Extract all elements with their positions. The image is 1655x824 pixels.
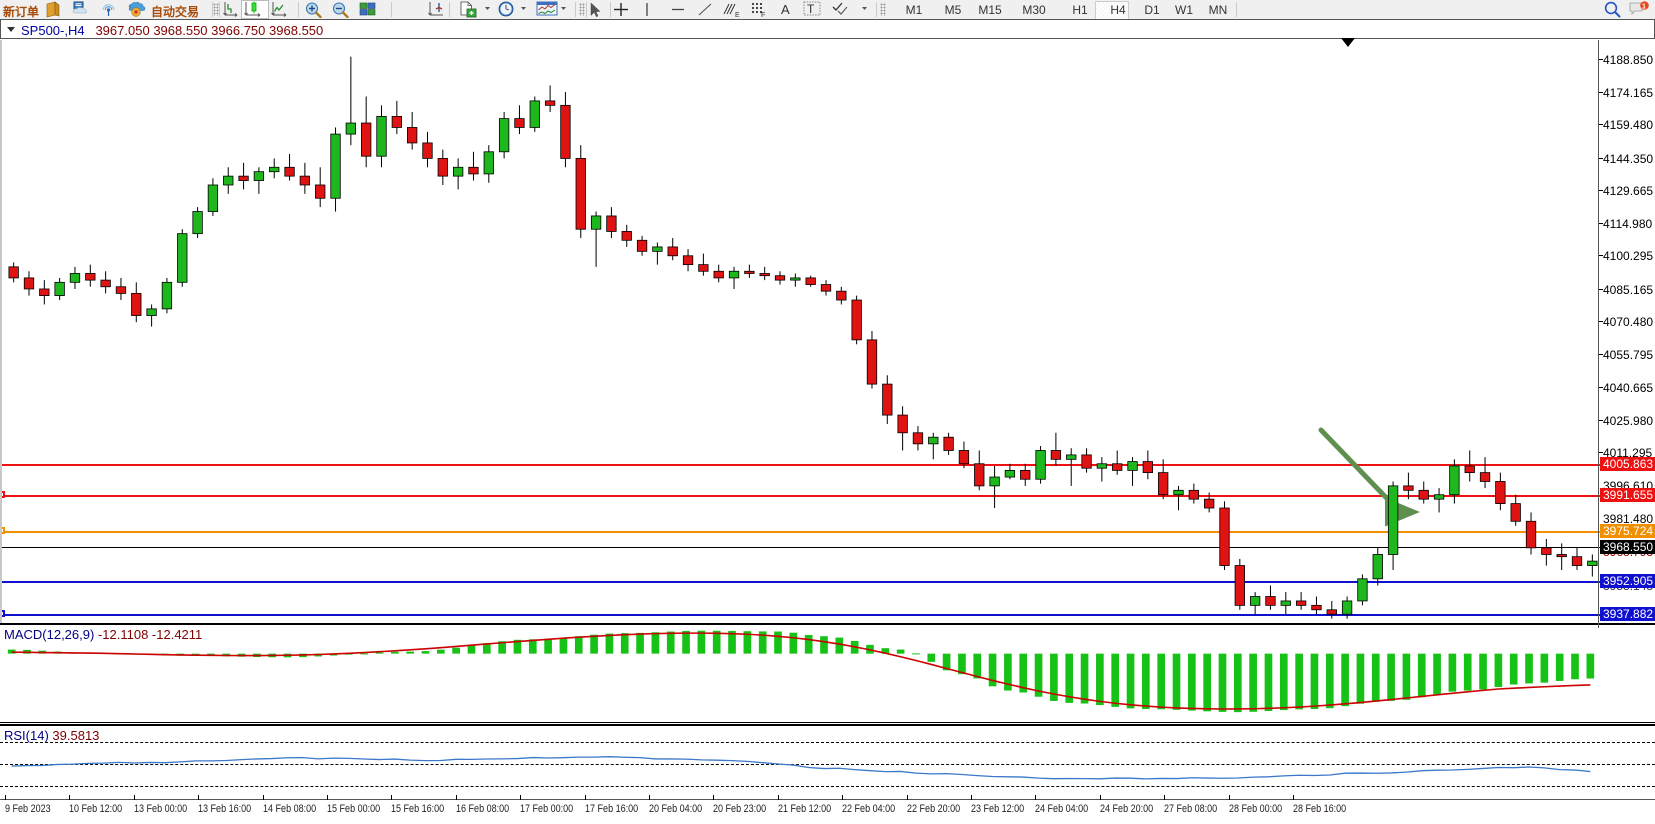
svg-text:E: E [735, 12, 740, 18]
svg-text:T: T [807, 2, 815, 16]
svg-text:1: 1 [1642, 4, 1646, 11]
svg-text:F: F [761, 12, 765, 18]
svg-text:A: A [781, 2, 790, 17]
